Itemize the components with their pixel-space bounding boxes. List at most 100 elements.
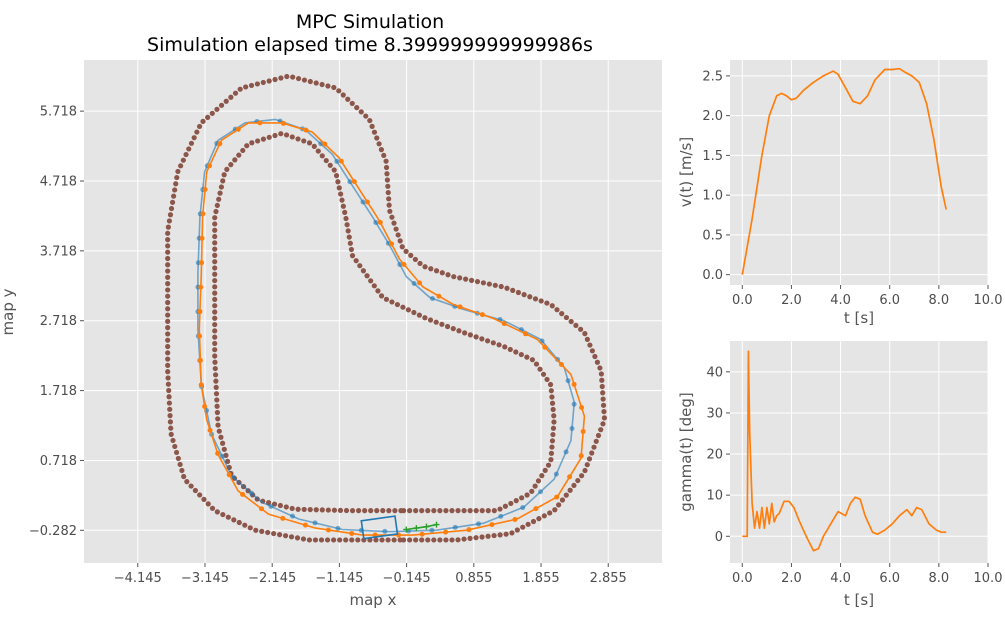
- outer-boundary-point: [214, 106, 220, 112]
- outer-boundary-point: [387, 208, 393, 214]
- reference-path-point: [520, 505, 526, 511]
- outer-boundary-point: [165, 230, 171, 236]
- outer-boundary-point: [243, 84, 249, 90]
- inner-boundary-point: [272, 132, 278, 139]
- driven-trajectory-point: [580, 428, 586, 434]
- mpc-prediction-line: [406, 523, 437, 531]
- inner-boundary-point: [236, 152, 242, 158]
- inner-boundary-point: [214, 202, 220, 209]
- inner-boundary-point: [484, 338, 491, 344]
- outer-boundary-point: [549, 303, 555, 309]
- outer-boundary-point: [367, 117, 373, 124]
- outer-boundary-point: [563, 492, 569, 498]
- steering-line: [742, 350, 947, 552]
- inner-boundary-point: [496, 342, 502, 348]
- inner-boundary-point: [249, 140, 255, 146]
- outer-boundary-point: [571, 482, 577, 489]
- inner-boundary-point: [490, 340, 496, 346]
- inner-boundary-point: [539, 473, 545, 479]
- outer-boundary-point: [541, 513, 547, 519]
- inner-boundary-point: [335, 179, 341, 185]
- inner-boundary-point: [266, 134, 272, 140]
- outer-boundary-point: [209, 110, 215, 116]
- reference-path-point: [429, 527, 435, 533]
- inner-boundary-point: [473, 508, 479, 514]
- reference-path-point: [347, 179, 353, 185]
- outer-boundary-point: [188, 140, 195, 146]
- outer-boundary-point: [559, 311, 565, 317]
- reference-path-point: [268, 503, 274, 509]
- inner-boundary-point: [212, 328, 218, 334]
- outer-boundary-point: [349, 537, 355, 543]
- driven-trajectory-point: [489, 522, 495, 528]
- outer-boundary-point: [180, 157, 186, 163]
- outer-boundary-point: [165, 255, 171, 262]
- inner-boundary-point: [212, 334, 218, 340]
- driven-trajectory-point: [501, 321, 507, 327]
- reference-path-point: [335, 525, 341, 531]
- driven-trajectory-point: [197, 333, 203, 339]
- inner-boundary-point: [313, 507, 319, 513]
- mpc-prediction-marker: [423, 523, 430, 530]
- inner-boundary-point: [437, 508, 443, 514]
- y-tick-label: 0.718: [40, 454, 77, 469]
- outer-boundary-point: [354, 105, 360, 111]
- outer-boundary-point: [582, 331, 588, 337]
- reference-path-point: [373, 220, 379, 226]
- outer-boundary-point: [167, 419, 174, 425]
- x-tick-label: −3.145: [181, 571, 229, 586]
- outer-boundary-point: [205, 501, 211, 507]
- inner-boundary-point: [213, 378, 219, 384]
- inner-boundary-point: [545, 462, 552, 468]
- inner-boundary-point: [549, 444, 555, 450]
- outer-boundary-point: [369, 123, 375, 129]
- inner-boundary-point: [225, 458, 231, 465]
- velocity-line: [741, 67, 948, 275]
- outer-boundary-point: [601, 415, 608, 421]
- outer-boundary-point: [173, 449, 180, 456]
- outer-boundary-point: [172, 443, 178, 450]
- steering-y-axis-label: gamma(t) [deg]: [677, 392, 695, 511]
- outer-boundary-point: [277, 532, 283, 538]
- outer-boundary-point: [165, 293, 171, 299]
- outer-boundary-point: [589, 348, 595, 354]
- outer-boundary-point: [363, 113, 369, 119]
- outer-boundary-point: [573, 322, 579, 329]
- inner-boundary-point: [349, 508, 356, 514]
- inner-boundary-point: [479, 336, 485, 342]
- outer-boundary-point: [498, 283, 504, 290]
- outer-boundary-point: [599, 383, 605, 390]
- inner-boundary-point: [212, 347, 218, 353]
- outer-boundary-point: [521, 292, 527, 298]
- outer-boundary-point: [265, 529, 271, 536]
- outer-boundary-point: [514, 527, 520, 533]
- outer-boundary-point: [595, 432, 602, 439]
- inner-boundary-point: [368, 508, 374, 514]
- outer-boundary-point: [384, 171, 390, 177]
- outer-boundary-point: [358, 109, 364, 115]
- y-tick-label: 2.5: [702, 69, 723, 84]
- outer-boundary-point: [165, 224, 171, 230]
- inner-boundary-point: [542, 467, 548, 474]
- outer-boundary-point: [165, 287, 171, 293]
- inner-boundary-point: [337, 507, 344, 513]
- outer-boundary-point: [597, 365, 603, 371]
- outer-boundary-point: [556, 502, 562, 508]
- driven-trajectory-point: [558, 361, 564, 367]
- outer-boundary-point: [474, 278, 481, 285]
- inner-boundary-point: [461, 508, 467, 514]
- outer-boundary-point: [437, 537, 443, 543]
- outer-boundary-point: [336, 88, 342, 94]
- inner-boundary-point: [212, 365, 218, 372]
- outer-boundary-point: [591, 444, 597, 450]
- chart-subtitle: Simulation elapsed time 8.39999999999998…: [147, 34, 593, 56]
- driven-trajectory-point: [206, 163, 212, 169]
- outer-boundary-point: [525, 521, 531, 527]
- outer-boundary-point: [378, 147, 385, 153]
- map-axes: −4.145 −3.145 −2.145 −1.145 −0.145 0.855 1.855…: [0, 11, 662, 609]
- inner-boundary-point: [537, 366, 543, 372]
- outer-boundary-point: [331, 84, 337, 91]
- inner-boundary-point: [216, 196, 222, 202]
- outer-boundary-point: [492, 282, 498, 288]
- outer-boundary-point: [242, 522, 248, 528]
